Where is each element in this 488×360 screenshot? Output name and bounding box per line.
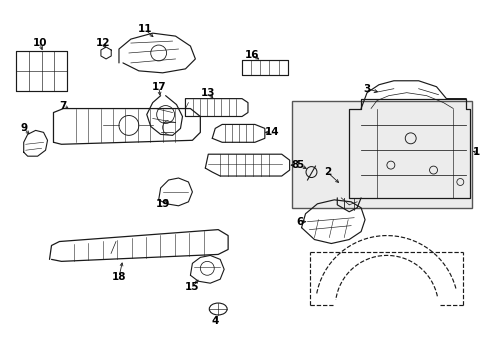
Text: 2: 2: [323, 167, 330, 177]
Text: 15: 15: [185, 282, 199, 292]
Text: 11: 11: [137, 24, 152, 34]
Text: 13: 13: [201, 88, 215, 98]
Text: 14: 14: [264, 127, 279, 138]
Text: 16: 16: [244, 50, 259, 60]
Bar: [291, 100, 471, 208]
Text: 6: 6: [295, 217, 303, 227]
Text: 12: 12: [96, 38, 110, 48]
Text: 18: 18: [111, 272, 126, 282]
Text: 19: 19: [155, 199, 169, 209]
Text: 1: 1: [471, 147, 479, 157]
Text: 9: 9: [20, 123, 27, 134]
Text: 7: 7: [60, 100, 67, 111]
Text: 3: 3: [363, 84, 370, 94]
Text: 5: 5: [295, 160, 303, 170]
Text: 8: 8: [290, 160, 298, 170]
Text: 10: 10: [32, 38, 47, 48]
Text: 4: 4: [211, 316, 219, 326]
Text: 17: 17: [151, 82, 165, 92]
